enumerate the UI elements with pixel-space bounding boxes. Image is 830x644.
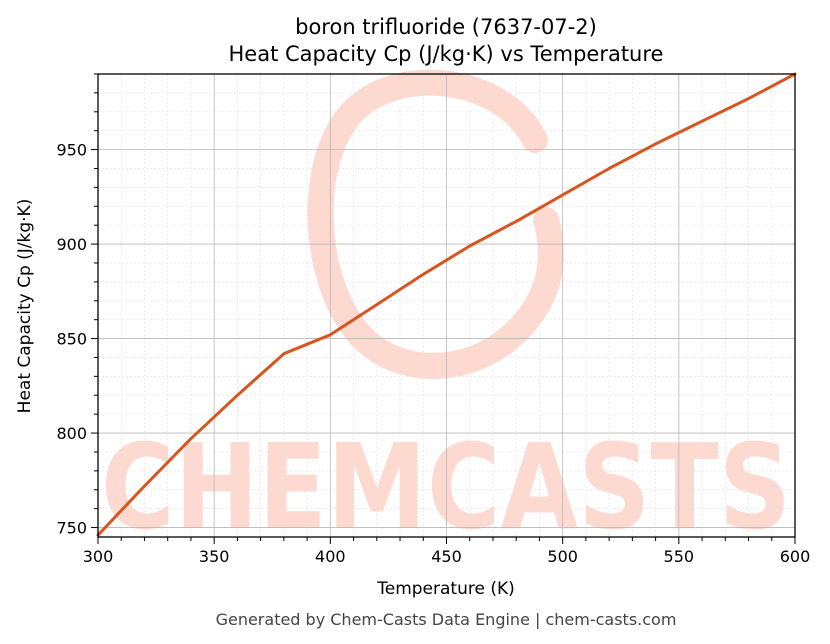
y-tick-label: 800 [56,424,87,443]
chart-title: boron trifluoride (7637-07-2) [295,15,597,39]
y-tick-label: 900 [56,235,87,254]
watermark-logo: CHEMCASTS [101,69,791,556]
footer-credit: Generated by Chem-Casts Data Engine | ch… [216,610,677,629]
y-axis: 750 800 850 900 950 [56,73,98,538]
x-axis: 300 350 400 450 500 550 600 [83,537,811,566]
chart-subtitle: Heat Capacity Cp (J/kg·K) vs Temperature [229,42,664,66]
x-tick-label: 450 [431,547,462,566]
watermark-text: CHEMCASTS [101,418,791,556]
x-tick-label: 350 [199,547,230,566]
y-tick-label: 850 [56,330,87,349]
x-tick-label: 550 [664,547,695,566]
y-tick-label: 950 [56,141,87,160]
x-tick-label: 600 [780,547,811,566]
y-axis-label: Heat Capacity Cp (J/kg·K) [15,199,35,414]
x-axis-label: Temperature (K) [376,579,515,599]
series-line [96,72,797,537]
x-tick-label: 400 [315,547,346,566]
x-tick-label: 500 [547,547,578,566]
x-tick-label: 300 [83,547,114,566]
y-tick-label: 750 [56,519,87,538]
